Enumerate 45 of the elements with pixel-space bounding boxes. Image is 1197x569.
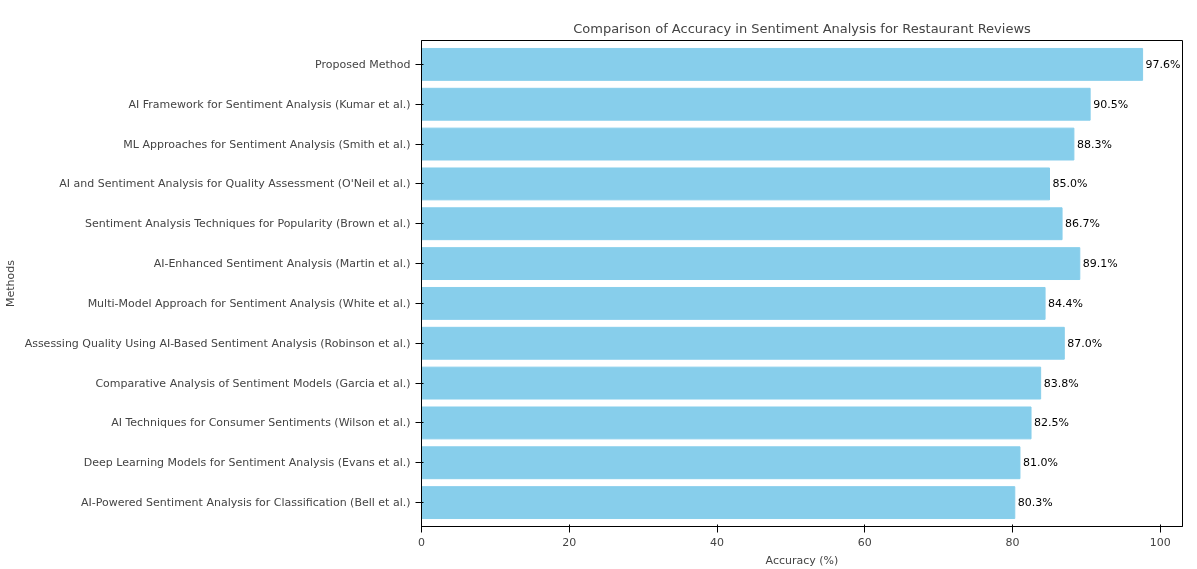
bar bbox=[421, 326, 1065, 360]
x-tick-label: 20 bbox=[562, 535, 577, 549]
data-label: 85.0% bbox=[1052, 177, 1088, 191]
data-label: 87.0% bbox=[1067, 336, 1103, 350]
bar bbox=[421, 286, 1046, 320]
y-tick-label: AI Framework for Sentiment Analysis (Kumar et al.) bbox=[128, 97, 411, 111]
x-tick-label: 100 bbox=[1149, 535, 1171, 549]
y-tick-label: Multi-Model Approach for Sentiment Analysis (White et al.) bbox=[87, 296, 411, 310]
data-label: 86.7% bbox=[1065, 217, 1101, 231]
bar bbox=[421, 167, 1051, 201]
bar bbox=[421, 486, 1016, 520]
y-tick-label: Proposed Method bbox=[315, 57, 411, 71]
data-label: 88.3% bbox=[1076, 137, 1112, 151]
data-label: 84.4% bbox=[1048, 296, 1084, 310]
data-label: 97.6% bbox=[1145, 57, 1181, 71]
y-tick-label: Comparative Analysis of Sentiment Models (Garcia et al.) bbox=[95, 376, 411, 390]
data-label: 80.3% bbox=[1017, 496, 1053, 510]
bar bbox=[421, 446, 1021, 480]
x-axis-title: Accuracy (%) bbox=[765, 553, 839, 567]
x-tick-label: 0 bbox=[418, 535, 425, 549]
chart-title: Comparison of Accuracy in Sentiment Analysis for Restaurant Reviews bbox=[573, 20, 1032, 36]
data-label: 82.5% bbox=[1034, 416, 1069, 430]
bar bbox=[421, 406, 1032, 440]
y-tick-label: AI-Enhanced Sentiment Analysis (Martin et al.) bbox=[153, 257, 411, 271]
data-label: 81.0% bbox=[1022, 456, 1058, 470]
data-label: 90.5% bbox=[1093, 97, 1129, 111]
bar bbox=[421, 47, 1144, 81]
y-tick-label: AI-Powered Sentiment Analysis for Classification (Bell et al.) bbox=[81, 496, 411, 510]
x-tick-label: 40 bbox=[710, 535, 725, 549]
y-tick-label: Assessing Quality Using AI-Based Sentiment Analysis (Robinson et al.) bbox=[24, 336, 411, 350]
bar bbox=[421, 247, 1081, 281]
x-tick-label: 80 bbox=[1005, 535, 1020, 549]
x-tick-label: 60 bbox=[857, 535, 872, 549]
y-axis-title: Methods bbox=[3, 259, 17, 307]
data-label: 89.1% bbox=[1082, 257, 1118, 271]
y-tick-label: AI Techniques for Consumer Sentiments (Wilson et al.) bbox=[111, 416, 411, 430]
bar bbox=[421, 366, 1042, 400]
y-tick-label: Sentiment Analysis Techniques for Popularity (Brown et al.) bbox=[85, 217, 411, 231]
bar bbox=[421, 87, 1091, 121]
bar bbox=[421, 127, 1075, 161]
data-label: 83.8% bbox=[1043, 376, 1079, 390]
y-tick-label: Deep Learning Models for Sentiment Analysis (Evans et al.) bbox=[83, 456, 411, 470]
y-tick-label: AI and Sentiment Analysis for Quality Assessment (O'Neil et al.) bbox=[59, 177, 411, 191]
bar bbox=[421, 207, 1063, 241]
y-tick-label: ML Approaches for Sentiment Analysis (Smith et al.) bbox=[123, 137, 411, 151]
